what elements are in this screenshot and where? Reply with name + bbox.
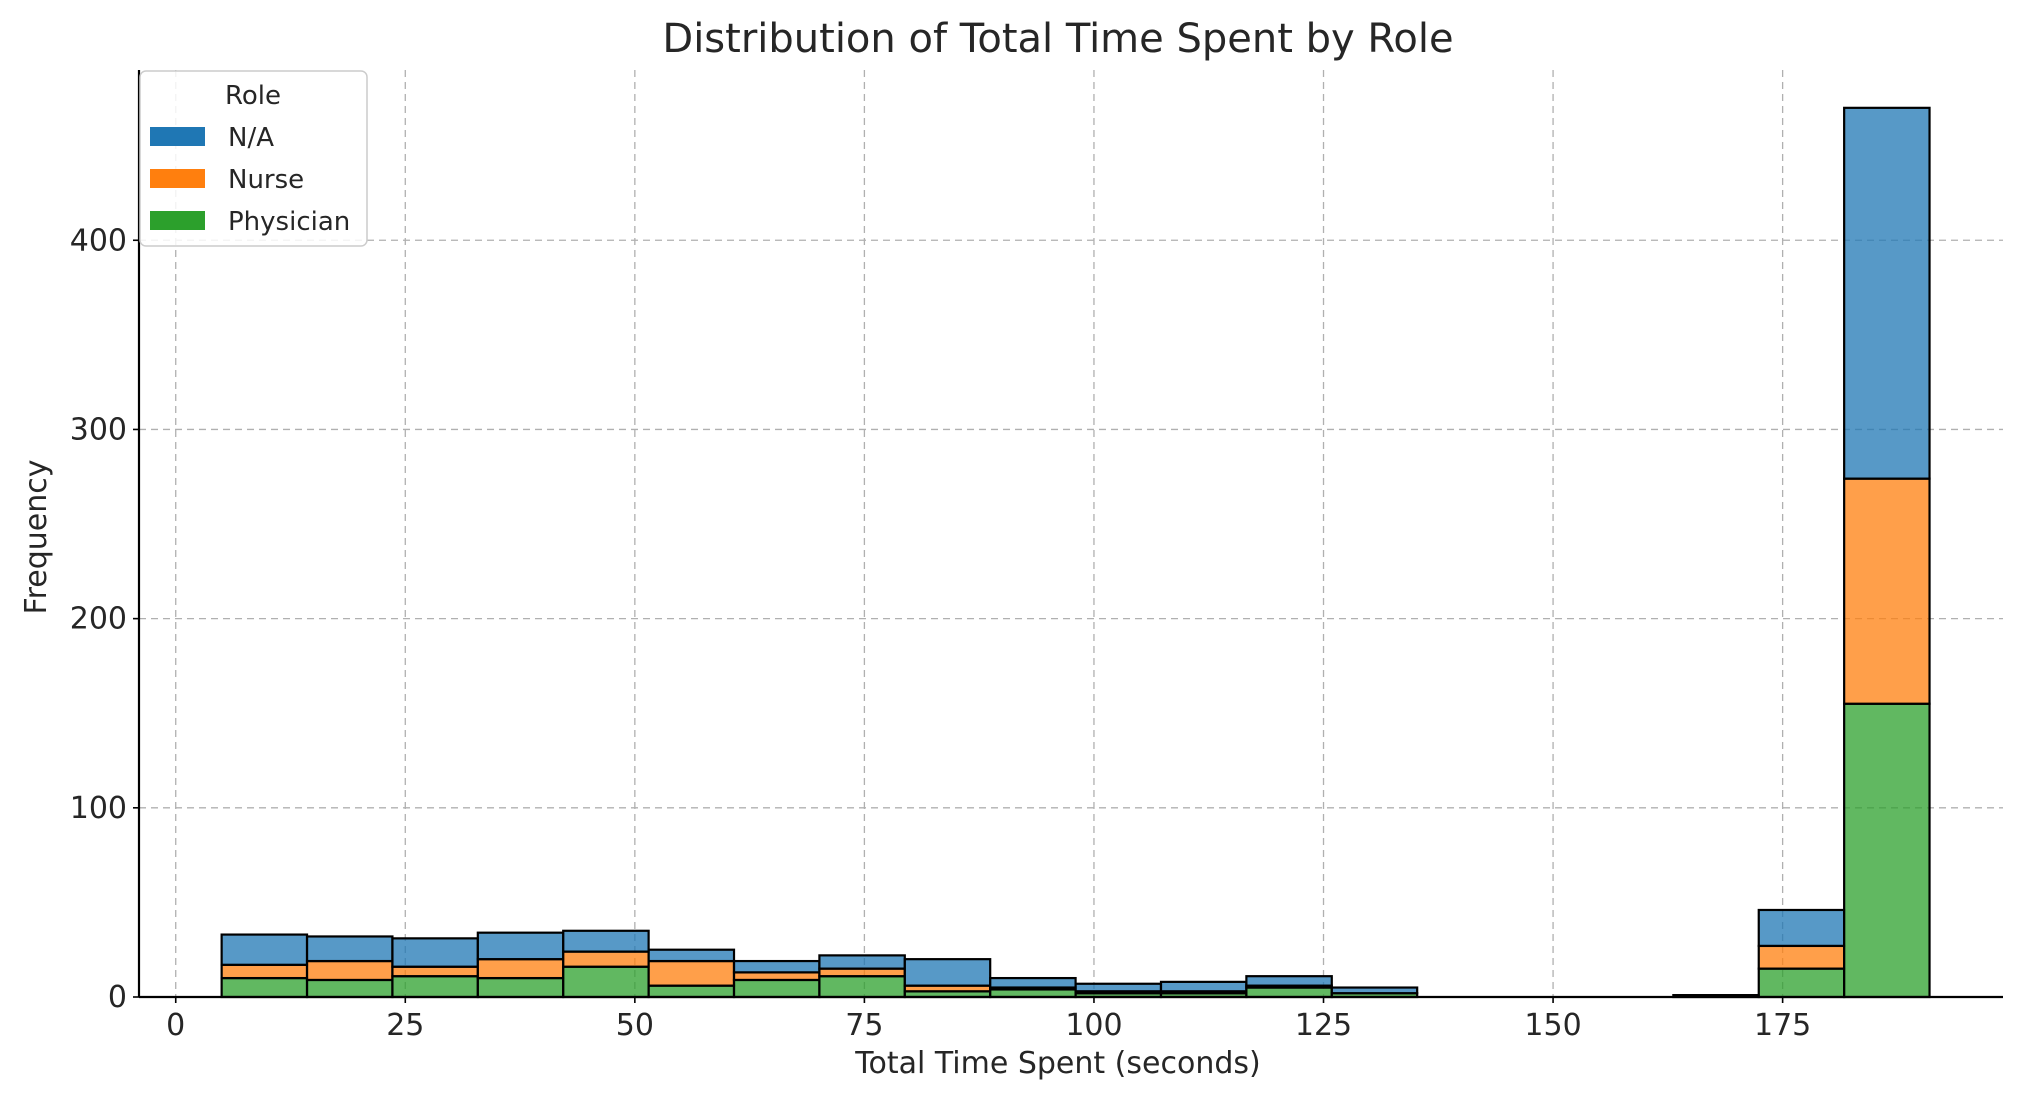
legend-swatch-nurse (150, 169, 205, 188)
legend-swatch-physician (150, 211, 205, 230)
bar-physician-bin-4 (562, 965, 650, 999)
bar-nurse-bin-2 (391, 965, 479, 978)
chart-title: Distribution of Total Time Spent by Role (662, 16, 1453, 62)
bar-n-a-bin-19 (1843, 106, 1931, 480)
y-tick-label: 0 (108, 980, 127, 1015)
x-tick-label: 175 (1754, 1008, 1811, 1043)
x-tick-label: 75 (845, 1008, 883, 1043)
bar-n-a-bin-10 (1074, 982, 1163, 993)
bar-physician-bin-7 (818, 975, 906, 999)
bar-physician-bin-19 (1843, 702, 1931, 999)
x-tick-label: 125 (1295, 1008, 1352, 1043)
y-tick-label: 400 (70, 223, 127, 258)
legend-title: Role (225, 81, 281, 111)
bar-n-a-bin-2 (391, 937, 479, 968)
bars (220, 106, 1931, 999)
bar-n-a-bin-13 (1330, 986, 1419, 995)
legend-frame (139, 70, 368, 247)
x-axis-ticks: 0 25 50 75 100 125 150 175 (166, 997, 1811, 1043)
bar-nurse-bin-1 (305, 959, 394, 982)
bar-n-a-bin-12 (1245, 975, 1333, 987)
bar-n-a-bin-11 (1159, 980, 1248, 993)
bar-physician-bin-3 (476, 976, 565, 999)
x-tick-label: 0 (166, 1008, 185, 1043)
x-tick-label: 50 (616, 1008, 654, 1043)
bar-physician-bin-6 (732, 978, 821, 999)
bar-nurse-bin-3 (476, 958, 565, 980)
bar-nurse-bin-6 (732, 971, 821, 982)
y-axis-ticks: 0 100 200 300 400 (70, 223, 139, 1015)
bar-physician-bin-18 (1757, 967, 1846, 999)
bar-n-a-bin-7 (818, 954, 906, 970)
bar-nurse-bin-0 (220, 963, 309, 980)
axes-spines (137, 70, 2003, 999)
bar-n-a-bin-9 (989, 976, 1077, 989)
bar-nurse-bin-19 (1843, 477, 1931, 705)
bar-physician-bin-5 (647, 984, 736, 999)
bar-physician-bin-0 (220, 976, 309, 999)
y-tick-label: 200 (70, 602, 127, 637)
legend: Role N/A Nurse Physician (139, 70, 368, 247)
bar-physician-bin-1 (305, 978, 394, 999)
grid (139, 70, 2003, 998)
bar-n-a-bin-18 (1757, 908, 1846, 948)
bar-n-a-bin-0 (220, 933, 309, 966)
y-tick-label: 300 (70, 412, 127, 447)
bar-n-a-bin-1 (305, 935, 394, 963)
x-tick-label: 100 (1065, 1008, 1122, 1043)
bar-physician-bin-9 (989, 988, 1077, 999)
bar-nurse-bin-5 (647, 959, 736, 987)
bar-n-a-bin-5 (647, 948, 736, 963)
legend-label-physician: Physician (228, 207, 350, 237)
bar-physician-bin-12 (1245, 986, 1333, 999)
bar-physician-bin-2 (391, 975, 479, 999)
bar-n-a-bin-8 (903, 958, 992, 987)
legend-label-nurse: Nurse (228, 165, 304, 195)
bar-nurse-bin-18 (1757, 944, 1846, 970)
bar-nurse-bin-4 (562, 950, 650, 968)
bar-n-a-bin-6 (732, 959, 821, 974)
legend-label-n-a: N/A (228, 123, 274, 153)
bar-n-a-bin-4 (562, 929, 650, 953)
legend-swatch-n-a (150, 127, 205, 146)
x-axis-label: Total Time Spent (seconds) (854, 1046, 1260, 1081)
x-tick-label: 150 (1524, 1008, 1581, 1043)
bar-nurse-bin-7 (818, 967, 906, 978)
y-tick-label: 100 (70, 791, 127, 826)
bar-n-a-bin-3 (476, 931, 565, 961)
y-axis-label: Frequency (19, 460, 54, 615)
x-tick-label: 25 (386, 1008, 424, 1043)
